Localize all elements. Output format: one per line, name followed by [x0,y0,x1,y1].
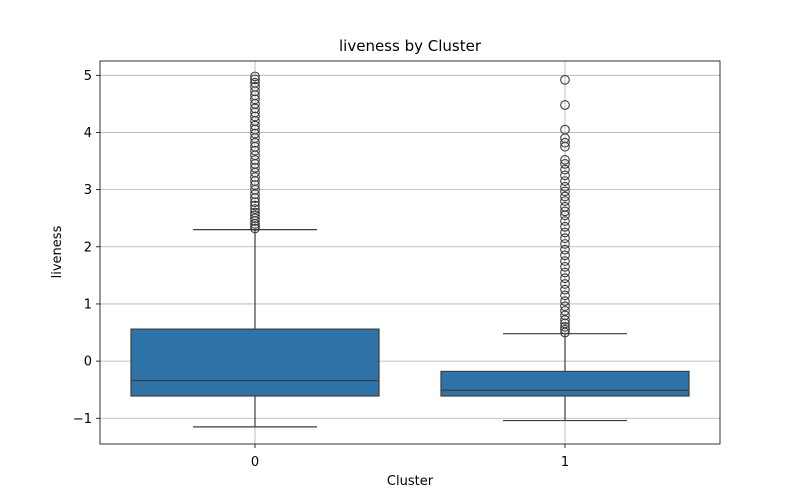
outlier-point [560,181,570,192]
y-tick-label: 4 [84,126,92,141]
outlier-point [250,200,260,211]
outlier-point [560,267,570,278]
chart-title: liveness by Cluster [339,37,482,55]
outlier-point [560,279,570,289]
outlier-point [560,296,570,306]
outlier-point [560,321,570,332]
outlier-point [560,250,570,261]
outlier-point [560,305,570,316]
y-tick-label: −1 [73,412,92,427]
outlier-point [560,273,570,284]
plot-area-frame [99,60,721,445]
y-tick-label: 5 [84,69,92,84]
outlier-point [560,227,570,238]
x-axis-label: Cluster [387,474,434,489]
outlier-point [560,324,570,335]
outlier-point [250,71,260,82]
iqr-box [130,328,380,397]
outlier-point [250,163,260,173]
outlier-point [250,128,260,139]
outlier-point [250,180,260,190]
outlier-point [560,233,570,244]
outlier-point [560,186,570,197]
outlier-point [560,164,570,175]
outlier-point [560,196,570,206]
outlier-point [560,75,570,85]
iqr-box [440,370,690,397]
outlier-point [560,170,570,181]
x-tick-label: 1 [561,455,569,470]
boxes [130,229,690,428]
outlier-point [250,221,260,232]
outlier-point [560,216,570,226]
outlier-point [560,201,570,212]
outlier-point [250,204,260,214]
y-tick-label: 3 [84,183,92,198]
y-tick-label: 1 [84,297,92,312]
outlier-point [560,221,570,232]
outlier-point [560,284,570,295]
outlier-point [560,137,570,148]
outlier-point [250,223,260,234]
outlier-point [250,81,260,92]
outlier-point [560,206,570,217]
outlier-point [560,100,570,110]
outlier-point [250,111,260,122]
outlier-point [560,256,570,266]
outlier-point [250,77,260,88]
outlier-point [560,176,570,186]
outlier-point [560,318,570,329]
outlier-point [560,124,570,135]
axes: −1 0 1 2 3 4 5 0 1 [73,69,569,470]
outlier-point [250,207,260,218]
outlier-point [560,244,570,255]
outlier-point [560,239,570,249]
outlier-point [560,261,570,272]
outlier-point [560,191,570,202]
outlier-point [250,74,260,85]
x-tick-label: 0 [251,455,259,470]
outlier-point [250,94,260,105]
y-tick-label: 0 [84,355,92,370]
outlier-point [250,145,260,156]
y-tick-label: 2 [84,240,92,255]
outlier-point [250,197,260,208]
y-axis-label: liveness [50,225,65,278]
outlier-point [560,159,570,169]
outliers [250,71,570,338]
outlier-point [560,301,570,312]
outlier-point [250,210,260,221]
outlier-point [560,155,570,165]
outlier-point [560,290,570,301]
